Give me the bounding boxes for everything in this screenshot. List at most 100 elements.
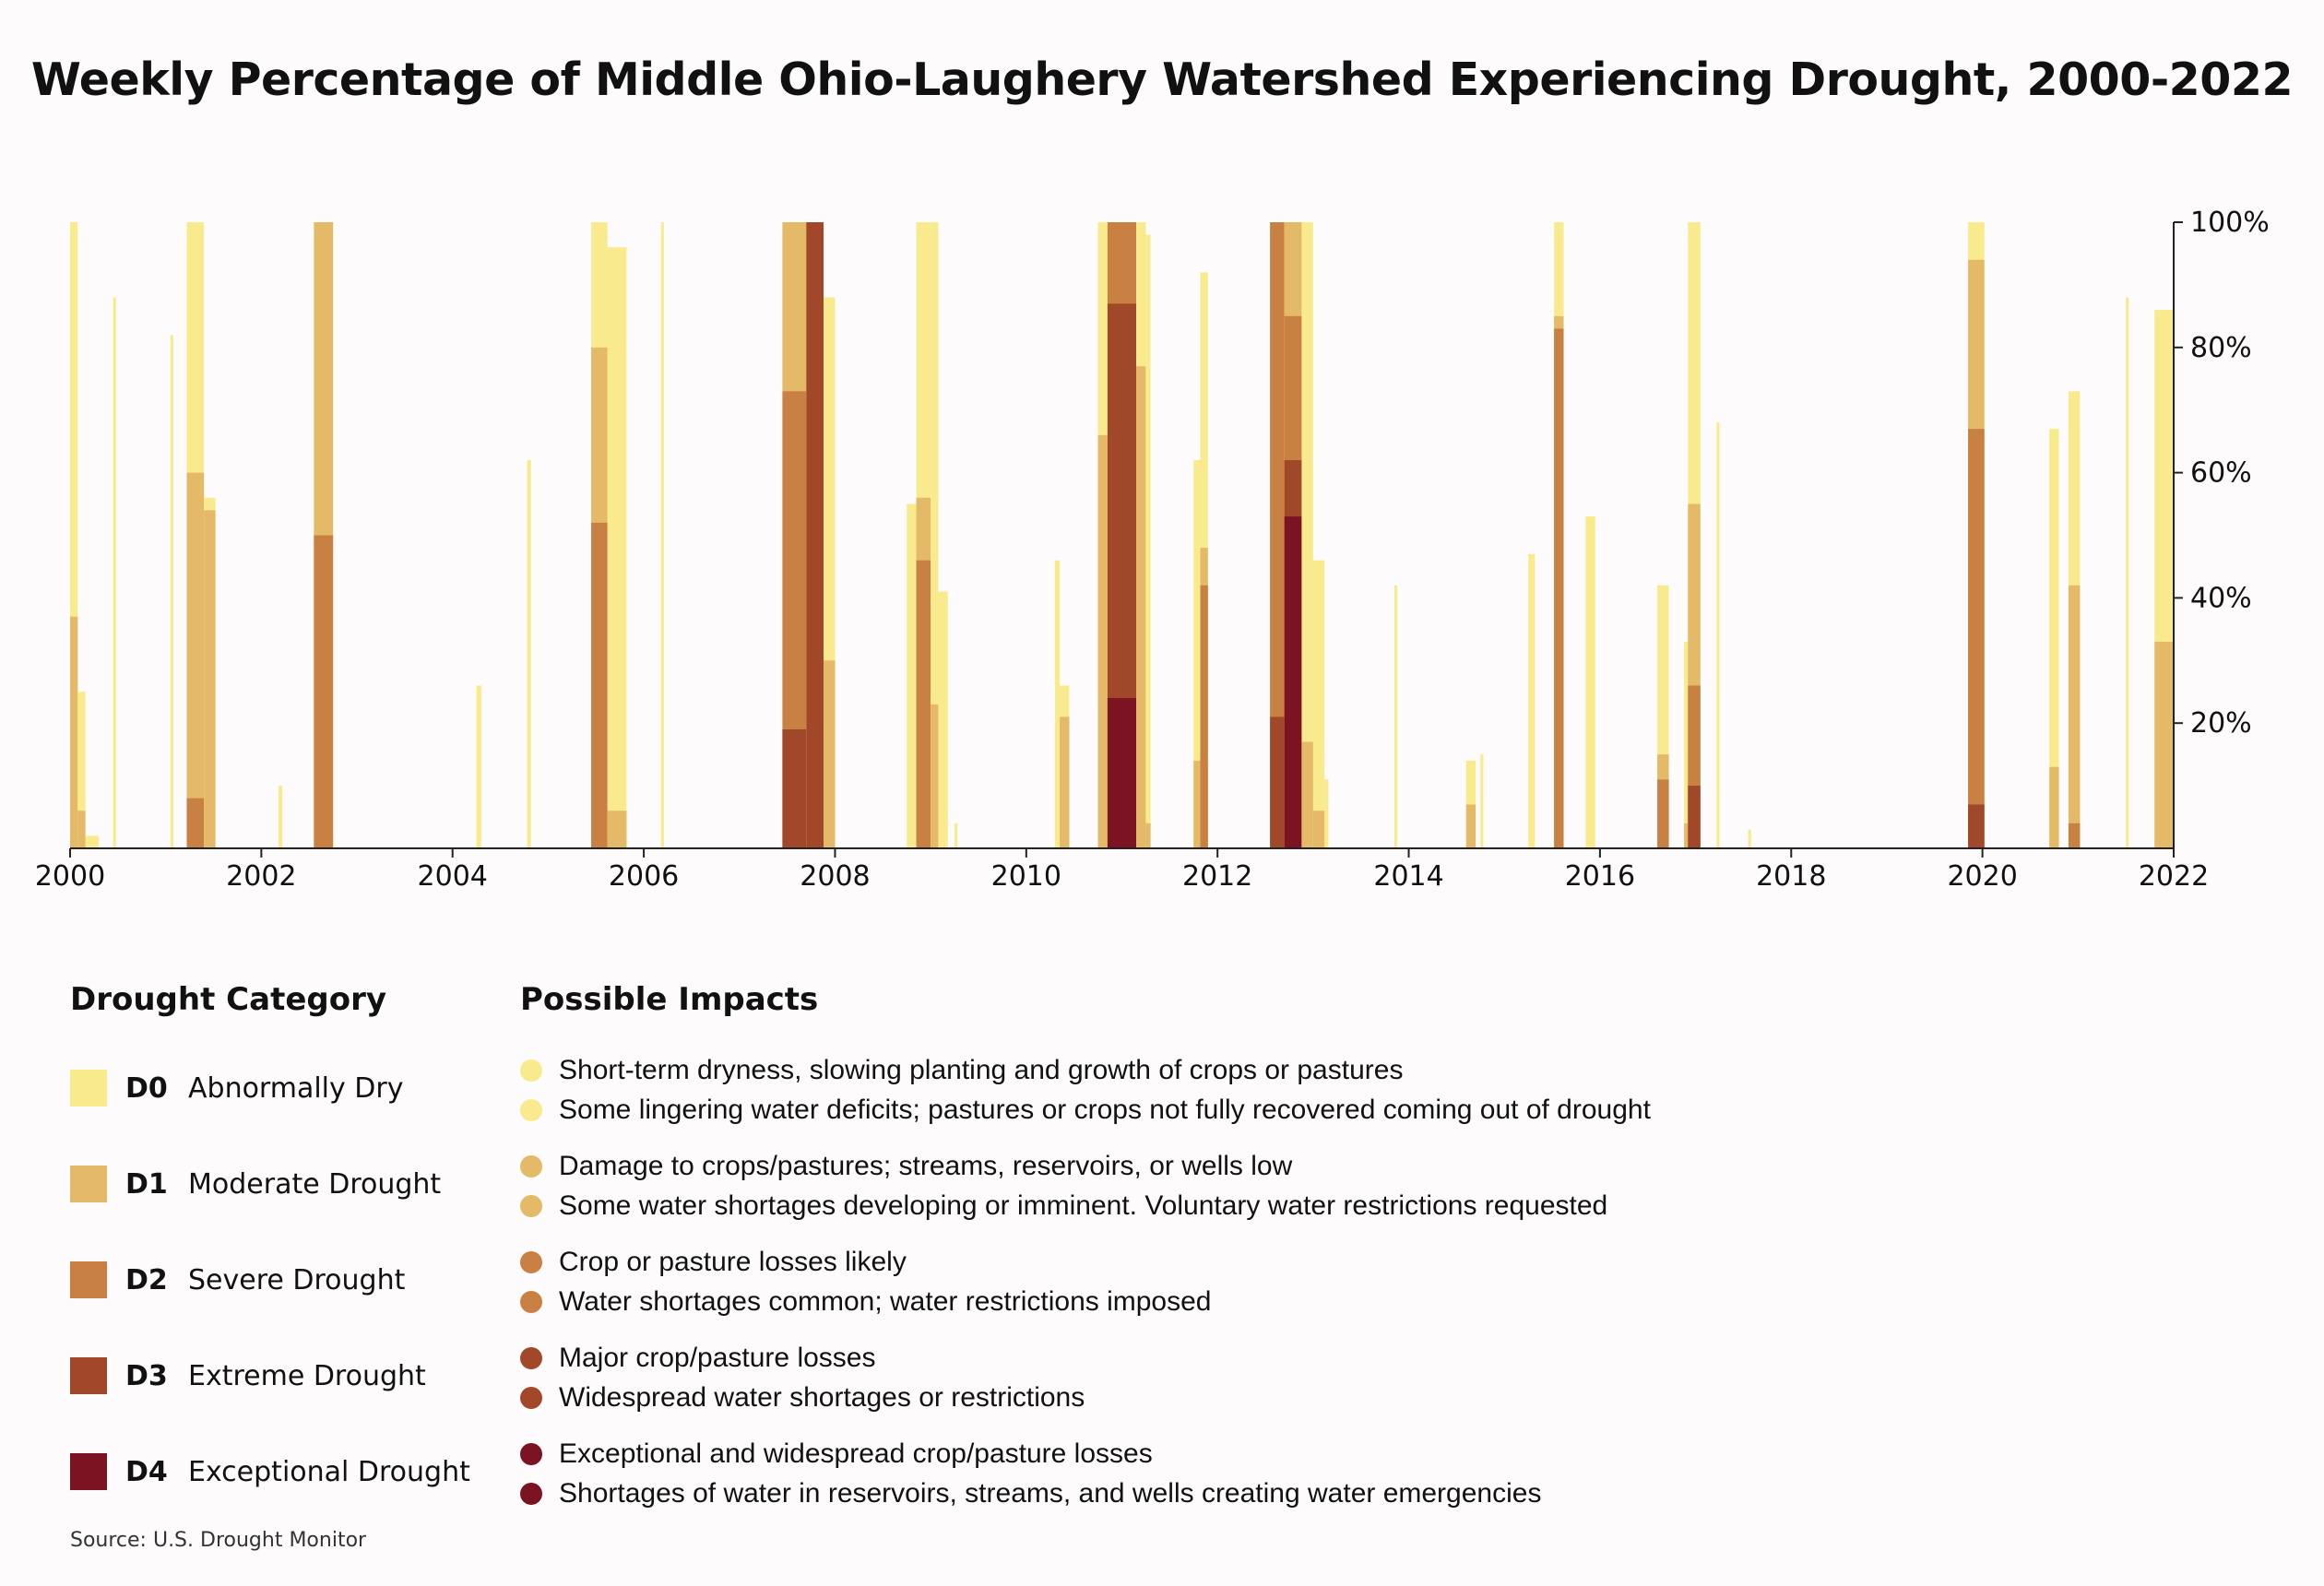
drought-bar-d2-29	[1200, 585, 1208, 848]
chart-axes: 2000 2002 2004 2006 2008 2010 2012 2014 2016 2018…	[35, 207, 2270, 893]
drought-bar-d1-12	[607, 811, 627, 848]
drought-bar-d0-9	[476, 685, 481, 848]
impact-text: Short-term dryness, slowing planting and…	[559, 1055, 1404, 1085]
drought-bar-d1-24	[1097, 434, 1108, 848]
drought-bar-d0-35	[1393, 585, 1398, 848]
drought-bar-d0-32	[1301, 222, 1313, 848]
chart-title: Weekly Percentage of Middle Ohio-Laugher…	[30, 53, 2294, 106]
impact-dot	[520, 1387, 542, 1409]
drought-bar-d2-18	[916, 560, 931, 848]
d2-code: D2	[125, 1263, 168, 1296]
drought-bars	[70, 222, 2174, 849]
x-tick-label: 2006	[609, 860, 679, 893]
legend-item-d0: D0 Abnormally Dry	[70, 1070, 404, 1107]
drought-bar-d4-25	[1107, 698, 1137, 848]
drought-bar-d0-27	[1145, 234, 1151, 848]
drought-bar-d1-26	[1136, 366, 1146, 848]
impact-dot	[520, 1251, 542, 1273]
y-tick-label: 20%	[2190, 707, 2252, 740]
impact-d2-1: Crop or pasture losses likely	[520, 1247, 907, 1278]
drought-bar-d1-6	[204, 510, 216, 848]
x-tick-label: 2016	[1565, 860, 1635, 893]
x-tick-label: 2020	[1947, 860, 2017, 893]
drought-bar-d2-11	[591, 522, 608, 848]
drought-bar-d0-3	[113, 297, 116, 849]
drought-bar-d0-38	[1528, 553, 1536, 848]
drought-bar-d0-17	[907, 503, 917, 848]
drought-bar-d0-22	[1054, 560, 1061, 848]
drought-bar-d0-7	[279, 786, 283, 848]
drought-bar-d1-19	[931, 704, 939, 848]
drought-bar-d4-31	[1284, 516, 1302, 848]
source-note: Source: U.S. Drought Monitor	[70, 1529, 367, 1552]
x-tick-label: 2010	[991, 860, 1061, 893]
impact-d4-1: Exceptional and widespread crop/pasture …	[520, 1438, 1153, 1470]
drought-bar-d0-45	[1748, 829, 1751, 848]
d1-code: D1	[125, 1167, 168, 1201]
d3-label: Extreme Drought	[188, 1359, 426, 1392]
impact-dot	[520, 1483, 542, 1505]
drought-bar-d0-40	[1585, 516, 1595, 848]
drought-bar-d0-34	[1324, 779, 1329, 848]
impact-text: Some water shortages developing or immin…	[559, 1190, 1608, 1221]
d3-swatch	[70, 1357, 107, 1394]
impact-text: Major crop/pasture losses	[559, 1343, 876, 1373]
drought-bar-d0-10	[527, 460, 531, 848]
drought-bar-d1-28	[1193, 760, 1201, 848]
drought-bar-d1-27	[1145, 823, 1151, 848]
drought-bar-d2-39	[1554, 328, 1564, 848]
drought-bar-d1-42	[1684, 823, 1689, 848]
drought-bar-d0-49	[2126, 297, 2129, 849]
drought-bar-d0-44	[1716, 422, 1720, 848]
drought-bar-d3-15	[806, 222, 824, 848]
drought-bar-d0-1	[77, 692, 86, 848]
drought-bar-d0-33	[1312, 560, 1325, 848]
impact-dot	[520, 1443, 542, 1465]
y-tick-label: 60%	[2190, 457, 2252, 490]
drought-bar-d2-46	[1968, 429, 1985, 848]
impact-text: Shortages of water in reservoirs, stream…	[559, 1478, 1542, 1509]
x-tick-label: 2000	[35, 860, 105, 893]
drought-bar-d2-41	[1657, 779, 1669, 848]
drought-bar-d0-42	[1684, 641, 1689, 848]
impacts-legend-heading: Possible Impacts	[520, 981, 819, 1018]
drought-bar-d0-20	[938, 591, 948, 848]
d4-code: D4	[125, 1455, 168, 1488]
drought-bar-d1-47	[2049, 766, 2059, 848]
drought-category-legend: Drought Category D0 Abnormally Dry D1 Mo…	[70, 981, 494, 1490]
category-legend-heading: Drought Category	[70, 981, 387, 1018]
impact-d1-2: Some water shortages developing or immin…	[520, 1190, 1607, 1222]
legend-item-d2: D2 Severe Drought	[70, 1261, 405, 1298]
drought-bar-d3-14	[782, 728, 807, 848]
impact-text: Crop or pasture losses likely	[559, 1247, 907, 1277]
impact-text: Damage to crops/pastures; streams, reser…	[559, 1151, 1293, 1181]
d2-swatch	[70, 1261, 107, 1298]
drought-bar-d0-21	[954, 823, 958, 848]
impact-dot	[520, 1347, 542, 1369]
x-tick-label: 2014	[1373, 860, 1443, 893]
drought-bar-d1-50	[2154, 641, 2174, 848]
impact-d1-1: Damage to crops/pastures; streams, reser…	[520, 1151, 1292, 1182]
x-tick-label: 2008	[800, 860, 870, 893]
d2-label: Severe Drought	[188, 1263, 406, 1296]
drought-bar-d2-48	[2068, 823, 2081, 848]
drought-bar-d0-19	[931, 222, 939, 848]
drought-bar-d0-0	[70, 222, 78, 848]
drought-bar-d1-48	[2068, 585, 2081, 848]
impact-d4-2: Shortages of water in reservoirs, stream…	[520, 1478, 1541, 1509]
impact-dot	[520, 1155, 542, 1178]
x-tick-label: 2002	[226, 860, 296, 893]
y-tick-label: 80%	[2190, 332, 2252, 364]
d0-label: Abnormally Dry	[188, 1071, 404, 1105]
impact-dot	[520, 1291, 542, 1313]
drought-bar-d1-16	[824, 660, 836, 848]
impact-text: Exceptional and widespread crop/pasture …	[559, 1438, 1153, 1469]
d3-code: D3	[125, 1359, 168, 1392]
impact-dot	[520, 1195, 542, 1217]
drought-bar-d1-1	[77, 811, 86, 848]
d4-swatch	[70, 1453, 107, 1490]
legend-item-d4: D4 Exceptional Drought	[70, 1453, 470, 1490]
y-tick-label: 40%	[2190, 582, 2252, 614]
drought-bar-d0-12	[607, 247, 627, 848]
drought-bar-d3-43	[1688, 786, 1701, 848]
